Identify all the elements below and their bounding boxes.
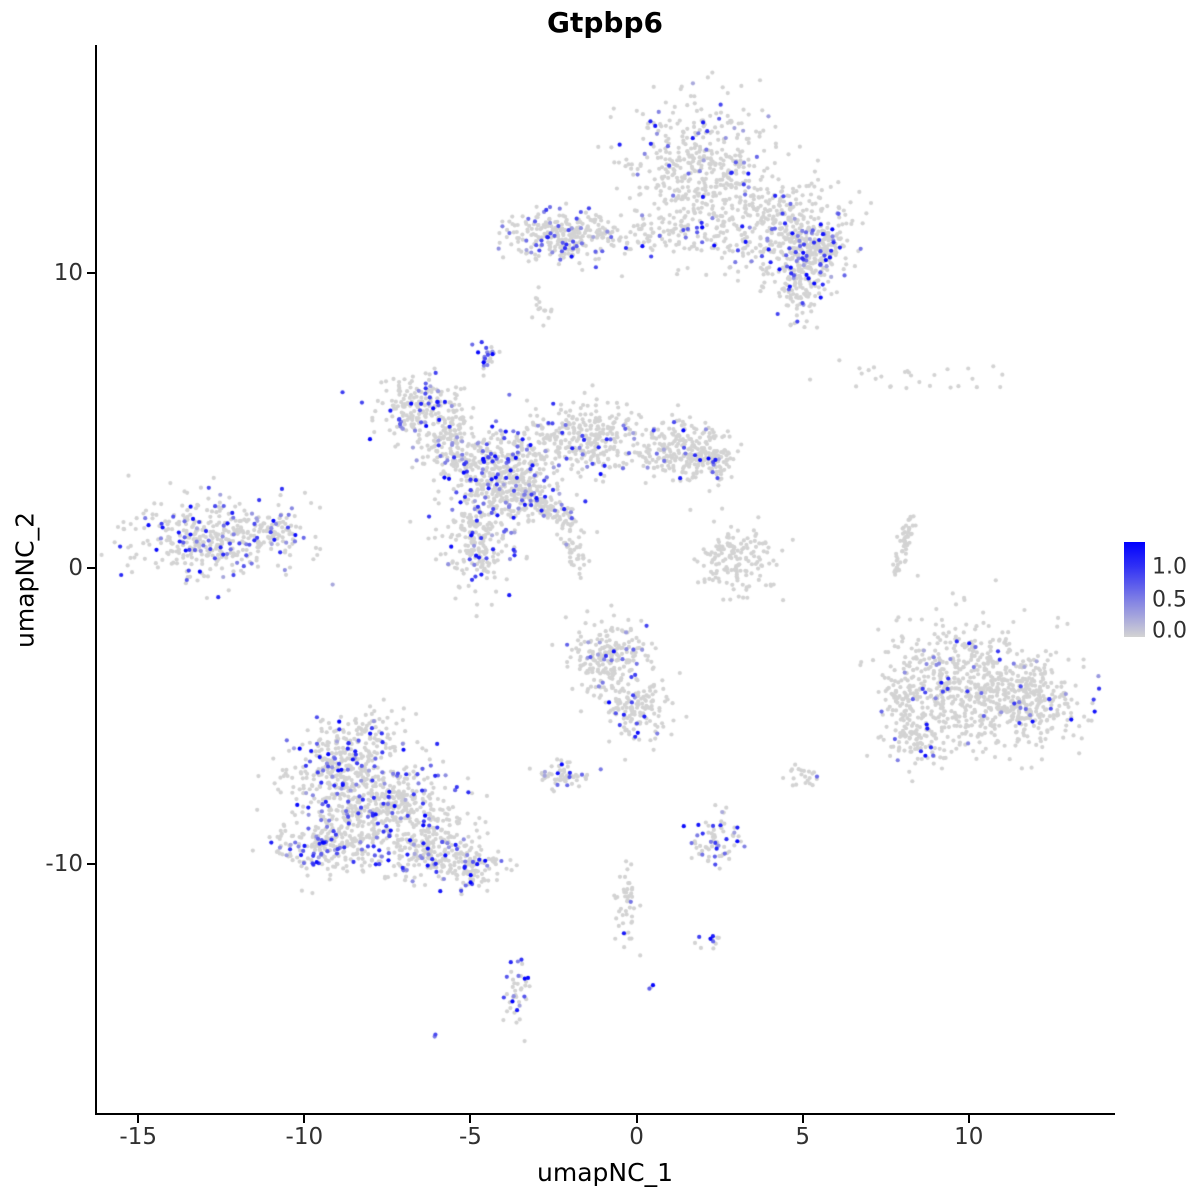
x-tick-label: 5 [795, 1124, 810, 1150]
x-axis-title: umapNC_1 [537, 1158, 673, 1187]
x-tick-mark [137, 1115, 140, 1123]
y-tick-label: -10 [45, 850, 83, 877]
page-title: Gtpbp6 [547, 6, 663, 39]
legend-tick-label: 0.0 [1152, 618, 1187, 644]
y-tick-label: 10 [53, 259, 83, 286]
x-tick-label: -5 [458, 1124, 482, 1150]
y-tick-mark [87, 271, 95, 274]
x-tick-label: 0 [629, 1124, 644, 1150]
y-tick-mark [87, 862, 95, 865]
legend-tick-label: 1.0 [1152, 554, 1187, 580]
x-tick-mark [801, 1115, 804, 1123]
scatter-points-canvas [95, 45, 1115, 1115]
x-tick-label: -10 [285, 1124, 324, 1150]
y-tick-mark [87, 567, 95, 570]
y-tick-label: 0 [68, 555, 83, 582]
x-tick-mark [967, 1115, 970, 1123]
x-tick-mark [635, 1115, 638, 1123]
x-tick-mark [469, 1115, 472, 1123]
x-tick-mark [303, 1115, 306, 1123]
x-tick-label: -15 [119, 1124, 157, 1150]
x-tick-label: 10 [954, 1124, 984, 1150]
colorbar-gradient [1124, 542, 1145, 637]
legend-tick-label: 0.5 [1152, 587, 1187, 613]
